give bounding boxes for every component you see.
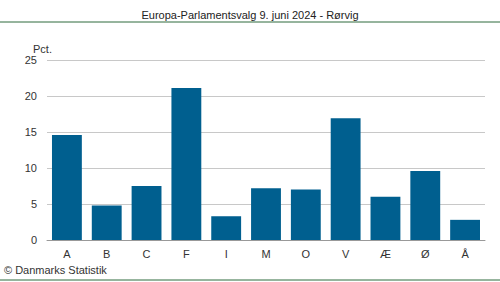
svg-text:25: 25 [25,54,37,66]
svg-text:© Danmarks Statistik: © Danmarks Statistik [4,264,107,276]
svg-text:A: A [63,248,71,260]
svg-text:10: 10 [25,162,37,174]
svg-text:F: F [183,248,190,260]
svg-text:Pct.: Pct. [33,43,52,55]
svg-text:V: V [342,248,350,260]
svg-text:Ø: Ø [421,248,430,260]
svg-text:Æ: Æ [380,248,391,260]
svg-text:0: 0 [31,234,37,246]
svg-text:M: M [261,248,270,260]
svg-text:Europa-Parlamentsvalg 9. juni: Europa-Parlamentsvalg 9. juni 2024 - Rør… [141,9,358,21]
svg-text:5: 5 [31,198,37,210]
svg-text:O: O [302,248,311,260]
svg-text:C: C [143,248,151,260]
svg-text:I: I [225,248,228,260]
svg-text:15: 15 [25,126,37,138]
svg-text:Å: Å [461,248,469,260]
svg-text:B: B [103,248,110,260]
svg-text:20: 20 [25,90,37,102]
